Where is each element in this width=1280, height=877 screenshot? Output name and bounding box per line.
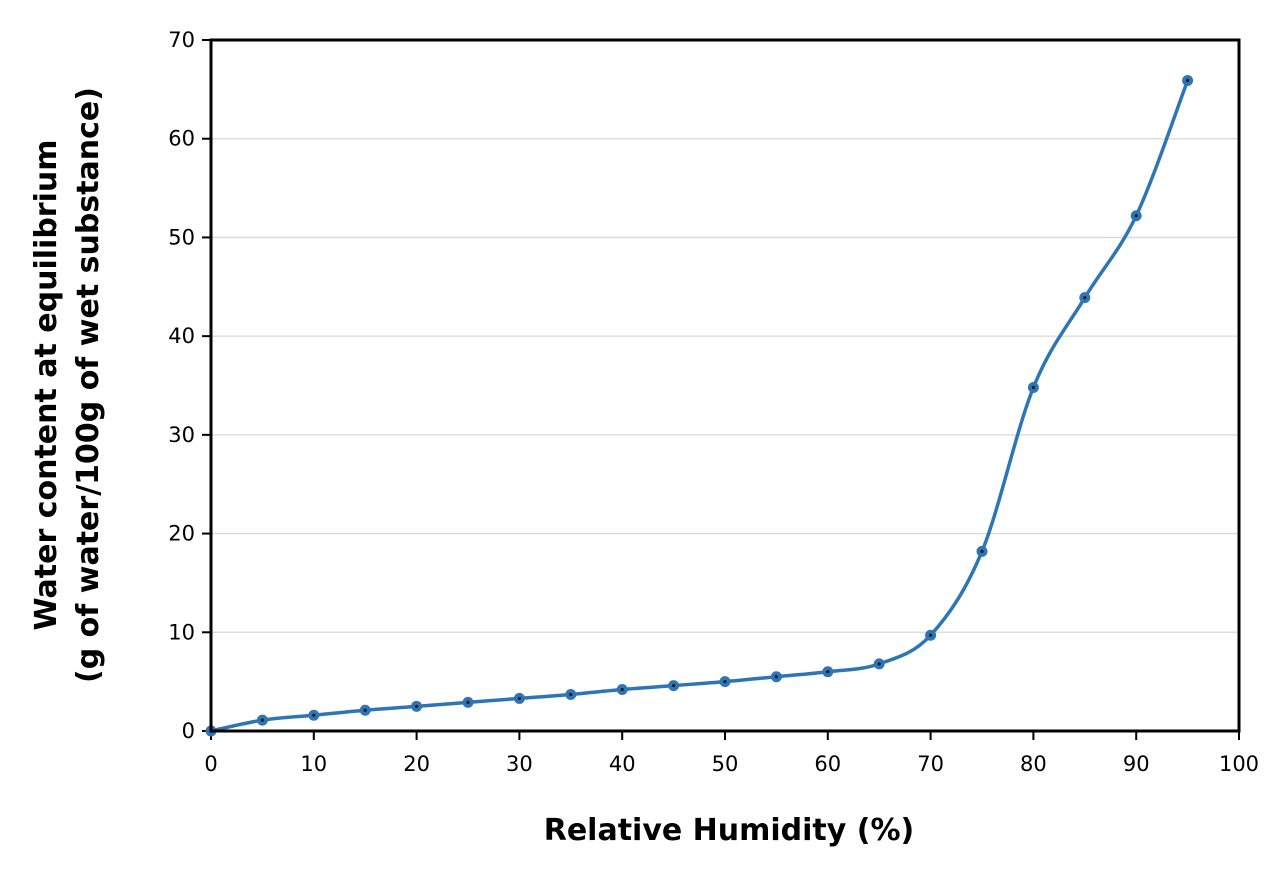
x-tick-label: 70 bbox=[917, 752, 944, 776]
data-point-center bbox=[826, 670, 830, 674]
y-axis-title-line2: (g of water/100g of wet substance) bbox=[71, 87, 106, 683]
y-tick-label: 50 bbox=[168, 225, 195, 249]
y-tick-label: 20 bbox=[168, 522, 195, 546]
data-point-center bbox=[929, 633, 933, 637]
y-tick-label: 0 bbox=[182, 719, 195, 743]
x-tick-label: 100 bbox=[1219, 752, 1259, 776]
data-point-center bbox=[569, 692, 573, 697]
data-point-center bbox=[415, 704, 419, 708]
data-point-center bbox=[1186, 78, 1190, 83]
data-point-center bbox=[466, 700, 470, 704]
y-axis-ticks: 0 10 20 30 40 50 60 70 bbox=[168, 28, 211, 743]
x-tick-label: 80 bbox=[1020, 752, 1047, 776]
data-point-center bbox=[620, 687, 624, 692]
data-point-center bbox=[260, 718, 264, 722]
data-point-center bbox=[363, 708, 367, 712]
data-point-center bbox=[774, 675, 779, 679]
data-point-center bbox=[723, 680, 727, 684]
data-series-line bbox=[209, 78, 1190, 733]
data-point-center bbox=[517, 696, 522, 701]
x-axis-title: Relative Humidity (%) bbox=[544, 813, 915, 848]
gridlines bbox=[211, 138, 1239, 633]
data-point-center bbox=[312, 713, 316, 717]
y-axis-title-line1: Water content at equilibrium bbox=[29, 139, 64, 630]
plot-area-border bbox=[209, 38, 1241, 733]
x-tick-label: 10 bbox=[300, 752, 327, 776]
x-tick-label: 60 bbox=[814, 752, 841, 776]
y-tick-label: 60 bbox=[168, 127, 195, 151]
x-tick-label: 50 bbox=[712, 752, 739, 776]
data-point-center bbox=[877, 662, 881, 666]
data-point-center bbox=[1134, 214, 1138, 218]
x-tick-label: 40 bbox=[609, 752, 636, 776]
y-tick-label: 40 bbox=[168, 324, 195, 348]
data-point-center bbox=[672, 683, 676, 688]
x-tick-label: 90 bbox=[1123, 752, 1150, 776]
data-point-center bbox=[980, 549, 984, 553]
x-tick-label: 20 bbox=[403, 752, 430, 776]
data-point-markers bbox=[205, 74, 1194, 737]
x-tick-label: 30 bbox=[506, 752, 533, 776]
data-point-center bbox=[1031, 385, 1035, 390]
x-axis-ticks: 0 10 20 30 40 50 60 70 80 90 100 bbox=[204, 731, 1259, 776]
y-tick-label: 10 bbox=[168, 620, 195, 644]
y-tick-label: 30 bbox=[168, 423, 195, 447]
data-point-center bbox=[1083, 296, 1087, 300]
y-tick-label: 70 bbox=[168, 28, 195, 52]
x-tick-label: 0 bbox=[204, 752, 217, 776]
